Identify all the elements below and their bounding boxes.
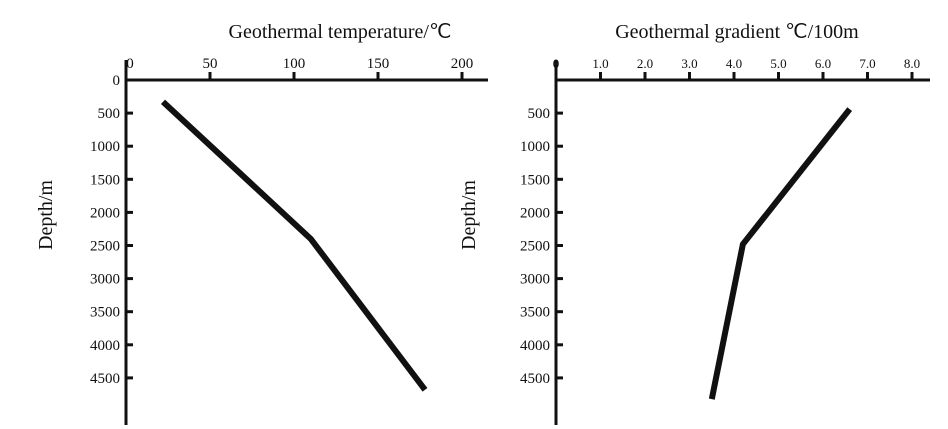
gradient-y-axis-title: Depth/m xyxy=(458,180,480,250)
gradient-y-tick-label: 1500 xyxy=(520,172,550,188)
gradient-y-tick-label: 4000 xyxy=(520,338,550,354)
temperature-y-tick-label: 4500 xyxy=(90,371,120,387)
temperature-y-tick-label: 500 xyxy=(98,106,121,122)
temperature-y-tick-label: 0 xyxy=(113,73,121,89)
gradient-x-axis-title: Geothermal gradient ℃/100m xyxy=(615,21,859,43)
gradient-x-tick-label: 4.0 xyxy=(726,56,742,71)
temperature-x-tick-label: 200 xyxy=(451,56,474,72)
gradient-x-tick-label: 6.0 xyxy=(815,56,831,71)
temperature-x-tick-label: 100 xyxy=(283,56,306,72)
gradient-y-tick-label: 4500 xyxy=(520,371,550,387)
gradient-y-tick-label: 3000 xyxy=(520,272,550,288)
gradient-x-tick-label: 8.0 xyxy=(904,56,920,71)
temperature-x-tick-label: 150 xyxy=(367,56,390,72)
gradient-profile-line xyxy=(708,107,853,400)
gradient-y-tick-label: 2000 xyxy=(520,205,550,221)
temperature-panel: Geothermal temperature/℃ Depth/m 0 50 100 1… xyxy=(35,21,488,425)
gradient-x-tick-label: 7.0 xyxy=(859,56,875,71)
temperature-y-tick-label: 3500 xyxy=(90,305,120,321)
gradient-x-tick-label: 2.0 xyxy=(637,56,653,71)
temperature-y-tick-label: 1500 xyxy=(90,172,120,188)
gradient-y-tick-label: 3500 xyxy=(520,305,550,321)
temperature-y-tick-label: 4000 xyxy=(90,338,120,354)
gradient-x-tick-label: 3.0 xyxy=(681,56,697,71)
temperature-x-axis-title: Geothermal temperature/℃ xyxy=(229,21,452,43)
temperature-y-axis-title: Depth/m xyxy=(35,180,57,250)
gradient-x-tick-label: 1.0 xyxy=(592,56,608,71)
temperature-y-tick-label: 1000 xyxy=(90,139,120,155)
temperature-profile-line xyxy=(160,99,428,392)
gradient-y-tick-label: 500 xyxy=(528,106,551,122)
gradient-panel: Geothermal gradient ℃/100m Depth/m 0 1.0 2… xyxy=(458,21,930,425)
temperature-x-tick-label: 50 xyxy=(203,56,218,72)
gradient-y-tick-label: 1000 xyxy=(520,139,550,155)
temperature-y-tick-label: 2500 xyxy=(90,239,120,255)
temperature-x-tick-label: 0 xyxy=(126,56,134,72)
gradient-x-tick-label: 5.0 xyxy=(770,56,786,71)
temperature-y-tick-label: 2000 xyxy=(90,205,120,221)
temperature-y-tick-label: 3000 xyxy=(90,272,120,288)
gradient-x-tick-label: 0 xyxy=(553,56,560,71)
gradient-y-tick-label: 2500 xyxy=(520,239,550,255)
